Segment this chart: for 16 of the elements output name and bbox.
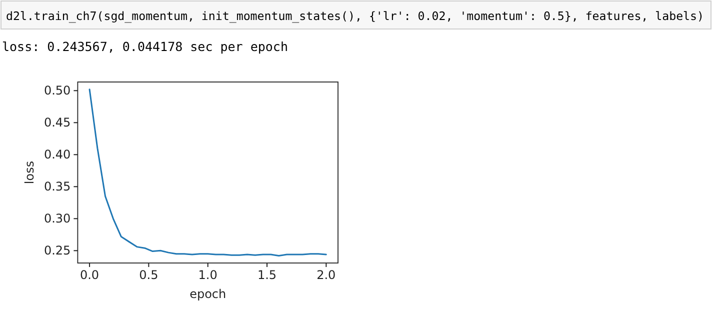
x-tick-label: 0.0 xyxy=(80,268,100,282)
y-axis-title: loss xyxy=(22,160,37,184)
y-tick-label: 0.45 xyxy=(44,116,71,130)
y-tick-label: 0.40 xyxy=(44,148,71,162)
y-tick-label: 0.50 xyxy=(44,84,71,98)
y-tick-label: 0.35 xyxy=(44,180,71,194)
x-tick-label: 1.0 xyxy=(198,268,218,282)
x-tick-label: 1.5 xyxy=(257,268,277,282)
text: d2l.train_ch7(sgd_momentum, init_momentum_states(), {'lr': 0.02, 'momentum': 0.5}, features, labels) xyxy=(6,9,704,23)
x-tick-label: 2.0 xyxy=(316,268,336,282)
x-axis-title: epoch xyxy=(190,287,226,301)
y-tick-label: 0.30 xyxy=(44,212,71,226)
y-tick-label: 0.25 xyxy=(44,244,71,258)
line-series xyxy=(88,88,327,257)
text: loss: 0.243567, 0.044178 sec per epoch xyxy=(2,39,288,54)
x-tick-label: 0.5 xyxy=(139,268,158,282)
